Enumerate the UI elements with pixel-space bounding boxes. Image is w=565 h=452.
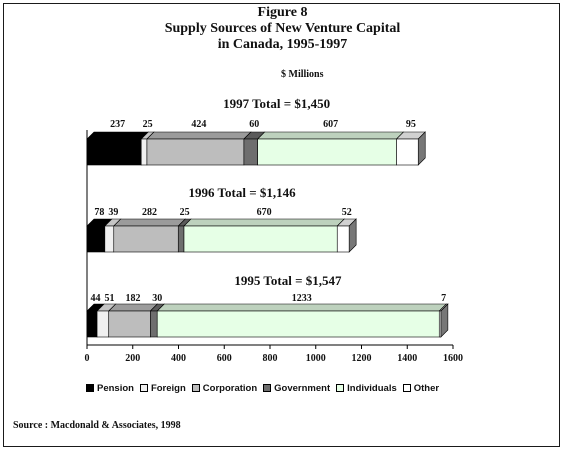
data-label: 282: [142, 207, 157, 218]
bar-segment: [177, 225, 185, 253]
data-label: 424: [191, 119, 206, 130]
bar-segment: [86, 138, 142, 166]
bar-segment: [257, 138, 397, 166]
legend-swatch: [86, 384, 94, 392]
bar-segment: [396, 138, 419, 166]
legend-swatch: [139, 384, 148, 392]
chart-title-line: in Canada, 1995-1997: [217, 37, 348, 52]
x-tick-label: 1400: [397, 353, 417, 364]
bar-segment-top: [256, 131, 405, 140]
data-label: 95: [406, 119, 416, 130]
bar-segment-top: [108, 303, 159, 312]
x-tick-label: 600: [217, 353, 232, 364]
x-tick-label: 400: [171, 353, 186, 364]
legend-item: Other: [402, 382, 440, 394]
data-label: 237: [110, 119, 125, 130]
legend-swatch: [336, 384, 345, 392]
legend-item: Corporation: [191, 382, 258, 394]
legend-item: Individuals: [336, 383, 397, 394]
data-label: 51: [105, 293, 115, 304]
chart-title-line: Supply Sources of New Venture Capital: [164, 21, 401, 36]
data-label: 182: [126, 293, 141, 304]
x-tick-label: 200: [125, 353, 140, 364]
data-label: 39: [108, 207, 118, 218]
legend-item: Foreign: [139, 382, 186, 394]
bar-segment: [150, 310, 158, 338]
legend: Pension Foreign Corporation Government Indiv…: [86, 381, 445, 395]
legend-label: Pension: [97, 382, 134, 394]
chart-title: Figure 8 Supply Sources of New Venture C…: [0, 5, 565, 53]
bar-segment: [96, 310, 110, 338]
legend-label: Foreign: [150, 382, 186, 394]
bar-group: 1996 Total = $1,146 78 39 282 25 670 52: [86, 185, 357, 253]
data-label: 7: [441, 293, 446, 304]
x-tick-label: 1600: [443, 353, 463, 364]
data-label: 1233: [292, 293, 312, 304]
bar-segment-top: [183, 218, 345, 227]
legend-label: Corporation: [202, 382, 258, 394]
bar-segment: [108, 310, 151, 338]
legend-label: Government: [274, 382, 331, 394]
bar-total-label: 1997 Total = $1,450: [223, 96, 330, 111]
bar-segment: [104, 225, 115, 253]
x-tick-label: 0: [85, 353, 90, 364]
x-tick-label: 800: [263, 353, 278, 364]
data-label: 25: [180, 207, 190, 218]
bar-segment: [183, 225, 338, 253]
bar-segment-top: [156, 303, 447, 312]
data-label: 25: [143, 119, 153, 130]
bar-segment: [86, 225, 106, 253]
data-label: 44: [91, 293, 101, 304]
legend-label: Other: [413, 382, 440, 394]
data-label: 60: [249, 119, 259, 130]
bar-segment: [113, 225, 179, 253]
bar-segment: [86, 310, 98, 338]
x-tick-label: 1000: [306, 353, 326, 364]
data-label: 78: [94, 207, 104, 218]
bar-segment: [243, 138, 258, 166]
data-label: 30: [152, 293, 162, 304]
bar-segment-top: [146, 131, 252, 140]
x-tick-label: 1200: [352, 353, 372, 364]
data-label: 607: [323, 119, 338, 130]
bar-segment-top: [113, 218, 186, 227]
chart-title-line: Figure 8: [257, 5, 308, 20]
bar-segment: [156, 310, 440, 338]
bar-segment: [146, 138, 245, 166]
bar-segment: [140, 138, 148, 166]
bar-group: 1995 Total = $1,547 44 51 182 30 1233 7: [86, 273, 449, 338]
legend-swatch: [402, 384, 411, 392]
bar-segment-top: [86, 131, 149, 140]
data-label: 670: [257, 207, 272, 218]
bar-group: 1997 Total = $1,450 237 25 424 60 607 95: [86, 96, 426, 166]
data-label: 52: [342, 207, 352, 218]
legend-item: Pension: [86, 383, 134, 394]
bar-total-label: 1995 Total = $1,547: [234, 273, 342, 288]
bar-segment: [336, 225, 350, 253]
bar-total-label: 1996 Total = $1,146: [189, 185, 297, 200]
units-label: $ Millions: [281, 69, 324, 80]
legend-label: Individuals: [347, 382, 397, 394]
bar-segment: [438, 310, 442, 338]
source-note: Source : Macdonald & Associates, 1998: [13, 420, 181, 431]
legend-swatch: [191, 384, 200, 392]
legend-swatch: [263, 384, 272, 392]
legend-item: Government: [263, 383, 330, 394]
